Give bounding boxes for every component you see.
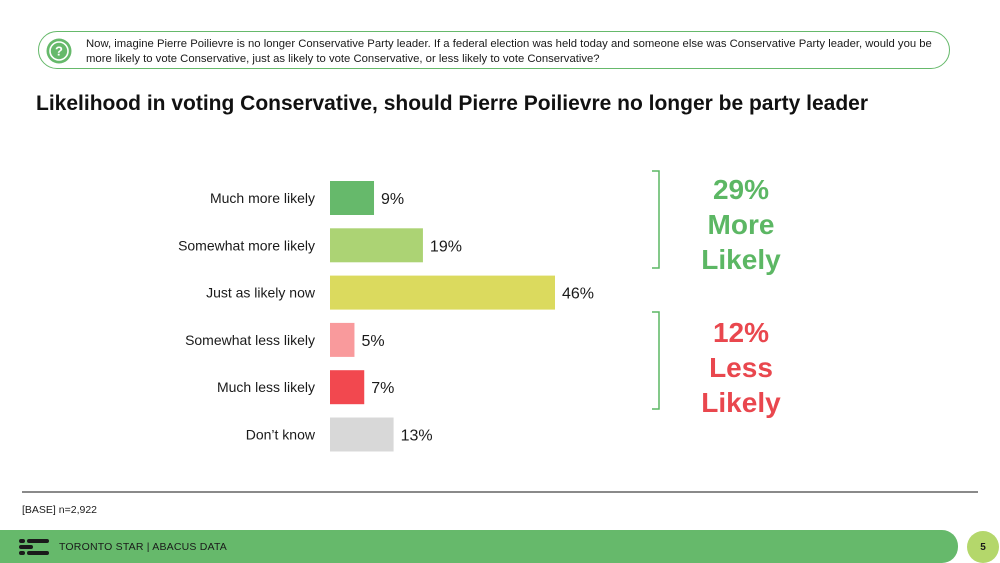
category-label-much-more-likely: Much more likely bbox=[210, 190, 315, 206]
less-likely-label-2: Likely bbox=[701, 387, 781, 418]
base-note: [BASE] n=2,922 bbox=[22, 504, 98, 516]
category-label-somewhat-less-likely: Somewhat less likely bbox=[185, 332, 315, 348]
bar-somewhat-more-likely bbox=[330, 228, 423, 263]
value-label-much-more-likely: 9% bbox=[381, 191, 404, 208]
value-label-much-less-likely: 7% bbox=[371, 380, 394, 397]
less-likely-label-1: Less bbox=[709, 352, 773, 383]
more-likely-label-1: More bbox=[707, 209, 775, 240]
less-likely-percent: 12% bbox=[712, 317, 770, 348]
more-likely-bracket bbox=[652, 170, 660, 269]
question-circle-icon: ? bbox=[46, 38, 72, 64]
page-number: 5 bbox=[967, 531, 999, 563]
less-likely-bracket bbox=[652, 311, 660, 410]
bar-much-less-likely bbox=[330, 370, 365, 405]
value-label-somewhat-less-likely: 5% bbox=[361, 333, 384, 350]
category-label-just-as-likely-now: Just as likely now bbox=[206, 285, 316, 301]
footer-divider bbox=[22, 491, 978, 493]
value-label-don-t-know: 13% bbox=[401, 428, 433, 445]
category-label-don-t-know: Don’t know bbox=[246, 427, 316, 443]
footer-source: TORONTO STAR | ABACUS DATA bbox=[59, 541, 227, 553]
category-label-much-less-likely: Much less likely bbox=[217, 379, 315, 395]
footer-bar bbox=[0, 530, 958, 563]
more-likely-label-2: Likely bbox=[701, 244, 781, 275]
more-likely-percent: 29% bbox=[712, 174, 770, 205]
less-likely-summary: 12% Less Likely bbox=[661, 315, 821, 420]
question-box bbox=[38, 31, 950, 69]
chart-title: Likelihood in voting Conservative, shoul… bbox=[36, 92, 869, 115]
bar-just-as-likely-now bbox=[330, 275, 555, 310]
bar-don-t-know bbox=[330, 417, 394, 452]
abacus-logo-icon bbox=[19, 539, 49, 555]
value-label-just-as-likely-now: 46% bbox=[562, 286, 594, 303]
svg-text:?: ? bbox=[55, 44, 63, 59]
question-text: Now, imagine Pierre Poilievre is no long… bbox=[86, 38, 932, 65]
more-likely-summary: 29% More Likely bbox=[661, 172, 821, 277]
bar-much-more-likely bbox=[330, 181, 375, 215]
category-label-somewhat-more-likely: Somewhat more likely bbox=[178, 237, 315, 253]
value-label-somewhat-more-likely: 19% bbox=[430, 238, 462, 255]
bar-somewhat-less-likely bbox=[330, 322, 355, 357]
